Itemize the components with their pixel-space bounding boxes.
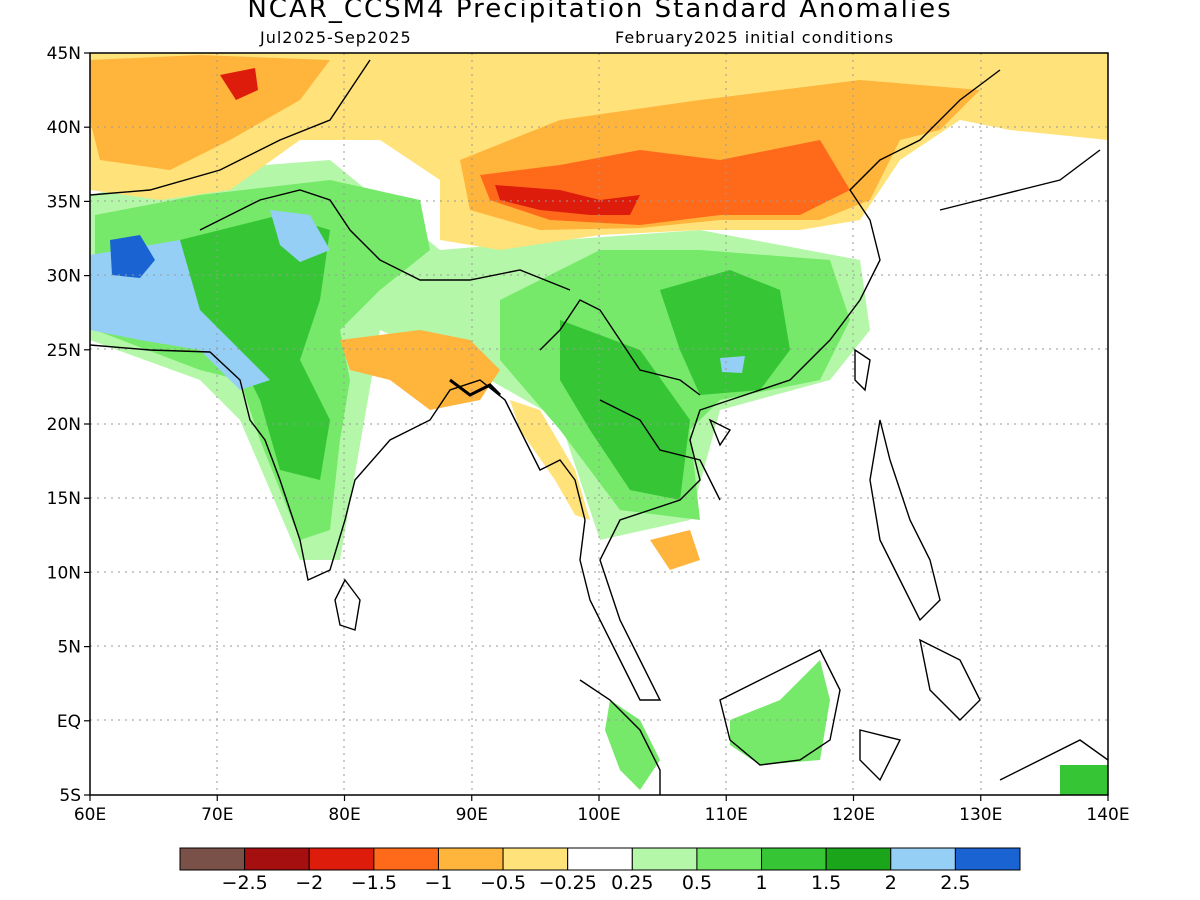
lon-tick-label: 110E bbox=[705, 805, 748, 825]
colorbar-label: 1.5 bbox=[811, 872, 841, 894]
colorbar-swatch bbox=[308, 847, 375, 871]
colorbar-label: −2 bbox=[295, 872, 323, 894]
colorbar-swatch bbox=[437, 847, 504, 871]
colorbar-swatch bbox=[696, 847, 763, 871]
anomaly-region-green-borneo bbox=[730, 660, 830, 765]
colorbar-label: 0.5 bbox=[682, 872, 712, 894]
colorbar: −2.5 −2 −1.5 −1 −0.5 −0.25 0.25 0.5 1 1.5 2 2.5 bbox=[179, 847, 1021, 894]
anomaly-region-darkgreen-india bbox=[180, 215, 330, 480]
colorbar-label: 2 bbox=[885, 872, 897, 894]
lat-tick-label: 10N bbox=[47, 563, 81, 583]
anomaly-region-green-png bbox=[1060, 765, 1108, 795]
colorbar-swatch bbox=[954, 847, 1021, 871]
lon-tick-label: 100E bbox=[577, 805, 620, 825]
lon-tick-label: 90E bbox=[456, 805, 488, 825]
coastlines bbox=[90, 59, 1108, 795]
colorbar-swatch bbox=[631, 847, 698, 871]
lat-tick-label: 35N bbox=[47, 192, 81, 212]
colorbar-label: 1 bbox=[755, 872, 767, 894]
lat-tick-label: EQ bbox=[57, 712, 81, 732]
colorbar-swatch bbox=[373, 847, 439, 871]
colorbar-swatch bbox=[761, 847, 827, 871]
colorbar-label: −1.5 bbox=[351, 872, 397, 894]
lon-tick-label: 130E bbox=[959, 805, 1002, 825]
lon-tick-label: 60E bbox=[74, 805, 106, 825]
colorbar-swatch bbox=[890, 847, 956, 871]
lat-tick-label: 20N bbox=[47, 415, 81, 435]
anomaly-region-darkgreen-indochina bbox=[560, 320, 690, 500]
lat-tick-label: 15N bbox=[47, 489, 81, 509]
colorbar-label: 0.25 bbox=[611, 872, 653, 894]
anomaly-region-lightblue-china bbox=[720, 356, 745, 373]
anomaly-region-orange-north bbox=[90, 55, 330, 170]
anomaly-region-orange-bangladesh bbox=[340, 330, 500, 410]
colorbar-swatch bbox=[567, 847, 633, 871]
lat-tick-label: 30N bbox=[47, 267, 81, 287]
anomaly-region-orange-cambodia bbox=[650, 530, 700, 570]
lon-tick-label: 140E bbox=[1086, 805, 1129, 825]
forecast-period: Jul2025-Sep2025 bbox=[260, 28, 412, 47]
lat-tick-label: 25N bbox=[47, 341, 81, 361]
colorbar-swatch bbox=[244, 847, 310, 871]
longitude-axis: 60E 70E 80E 90E 100E 110E 120E 130E 140E bbox=[74, 795, 1130, 825]
anomaly-region-lightblue-west bbox=[90, 240, 270, 390]
anomaly-region-blue bbox=[110, 235, 155, 278]
lat-tick-label: 5S bbox=[59, 786, 81, 806]
lat-tick-label: 5N bbox=[57, 638, 81, 658]
colorbar-swatch bbox=[825, 847, 892, 871]
colorbar-label: −1 bbox=[424, 872, 452, 894]
anomaly-region-green-sumatra bbox=[605, 700, 660, 790]
anomaly-region-red-china bbox=[495, 185, 640, 215]
colorbar-label: −0.25 bbox=[539, 872, 597, 894]
lat-tick-label: 40N bbox=[47, 118, 81, 138]
graticule bbox=[90, 53, 1108, 795]
anomaly-region-red-north bbox=[220, 68, 258, 100]
initial-conditions: February2025 initial conditions bbox=[615, 28, 895, 47]
latitude-axis: 45N 40N 35N 30N 25N 20N 15N 10N 5N EQ 5S bbox=[47, 44, 90, 806]
lon-tick-label: 70E bbox=[201, 805, 233, 825]
anomaly-region-yellow-myanmar bbox=[510, 400, 590, 520]
lon-tick-label: 80E bbox=[328, 805, 360, 825]
colorbar-label: −2.5 bbox=[222, 872, 268, 894]
colorbar-label: −0.5 bbox=[480, 872, 526, 894]
lon-tick-label: 120E bbox=[832, 805, 875, 825]
lat-tick-label: 45N bbox=[47, 44, 81, 64]
colorbar-swatch bbox=[502, 847, 569, 871]
colorbar-label: 2.5 bbox=[940, 872, 970, 894]
anomaly-region-darkgreen-china bbox=[660, 270, 790, 395]
anomaly-region-lightblue-kashmir bbox=[270, 210, 330, 262]
chart-title: NCAR_CCSM4 Precipitation Standard Anomal… bbox=[247, 0, 953, 24]
colorbar-swatch bbox=[179, 847, 246, 871]
